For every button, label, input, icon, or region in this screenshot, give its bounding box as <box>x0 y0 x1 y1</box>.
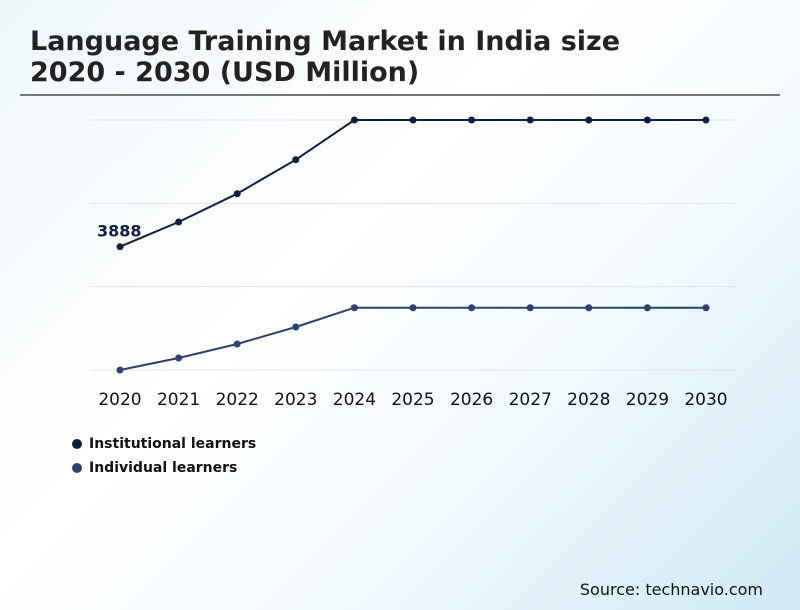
data-point <box>175 219 182 226</box>
series-line-0 <box>120 120 706 247</box>
legend-label: Institutional learners <box>89 436 256 452</box>
data-point <box>234 190 241 197</box>
x-tick-label: 2025 <box>391 390 434 410</box>
data-point <box>410 304 417 311</box>
legend-item-institutional[interactable]: Institutional learners <box>72 436 256 452</box>
x-tick-label: 2021 <box>157 390 200 410</box>
line-chart: 2020 2021 2022 2023 2024 2025 2026 2027 2028 2029… <box>0 0 800 610</box>
data-point <box>351 304 358 311</box>
x-tick-label: 2029 <box>626 390 669 410</box>
data-point <box>644 117 651 124</box>
data-point <box>117 243 124 250</box>
legend-marker-icon <box>72 439 82 449</box>
data-point <box>351 117 358 124</box>
x-tick-label: 2023 <box>274 390 317 410</box>
x-tick-label: 2020 <box>98 390 141 410</box>
data-point <box>527 117 534 124</box>
source-label: Source: technavio.com <box>580 580 763 599</box>
data-point <box>527 304 534 311</box>
data-point <box>117 367 124 374</box>
data-point <box>644 304 651 311</box>
data-point <box>703 304 710 311</box>
x-tick-label: 2027 <box>509 390 552 410</box>
data-point <box>292 323 299 330</box>
data-point <box>292 156 299 163</box>
x-tick-label: 2030 <box>684 390 727 410</box>
x-tick-label: 2028 <box>567 390 610 410</box>
x-tick-label: 2026 <box>450 390 493 410</box>
legend-marker-icon <box>72 463 82 473</box>
data-point <box>585 117 592 124</box>
data-point <box>468 117 475 124</box>
data-point <box>703 117 710 124</box>
x-tick-label: 2024 <box>333 390 376 410</box>
legend-label: Individual learners <box>89 460 237 476</box>
data-point <box>468 304 475 311</box>
data-label: 3888 <box>97 222 142 241</box>
data-point <box>585 304 592 311</box>
series-line-1 <box>120 308 706 370</box>
x-tick-label: 2022 <box>216 390 259 410</box>
legend-item-individual[interactable]: Individual learners <box>72 460 237 476</box>
data-point <box>234 340 241 347</box>
data-point <box>175 355 182 362</box>
data-point <box>410 117 417 124</box>
